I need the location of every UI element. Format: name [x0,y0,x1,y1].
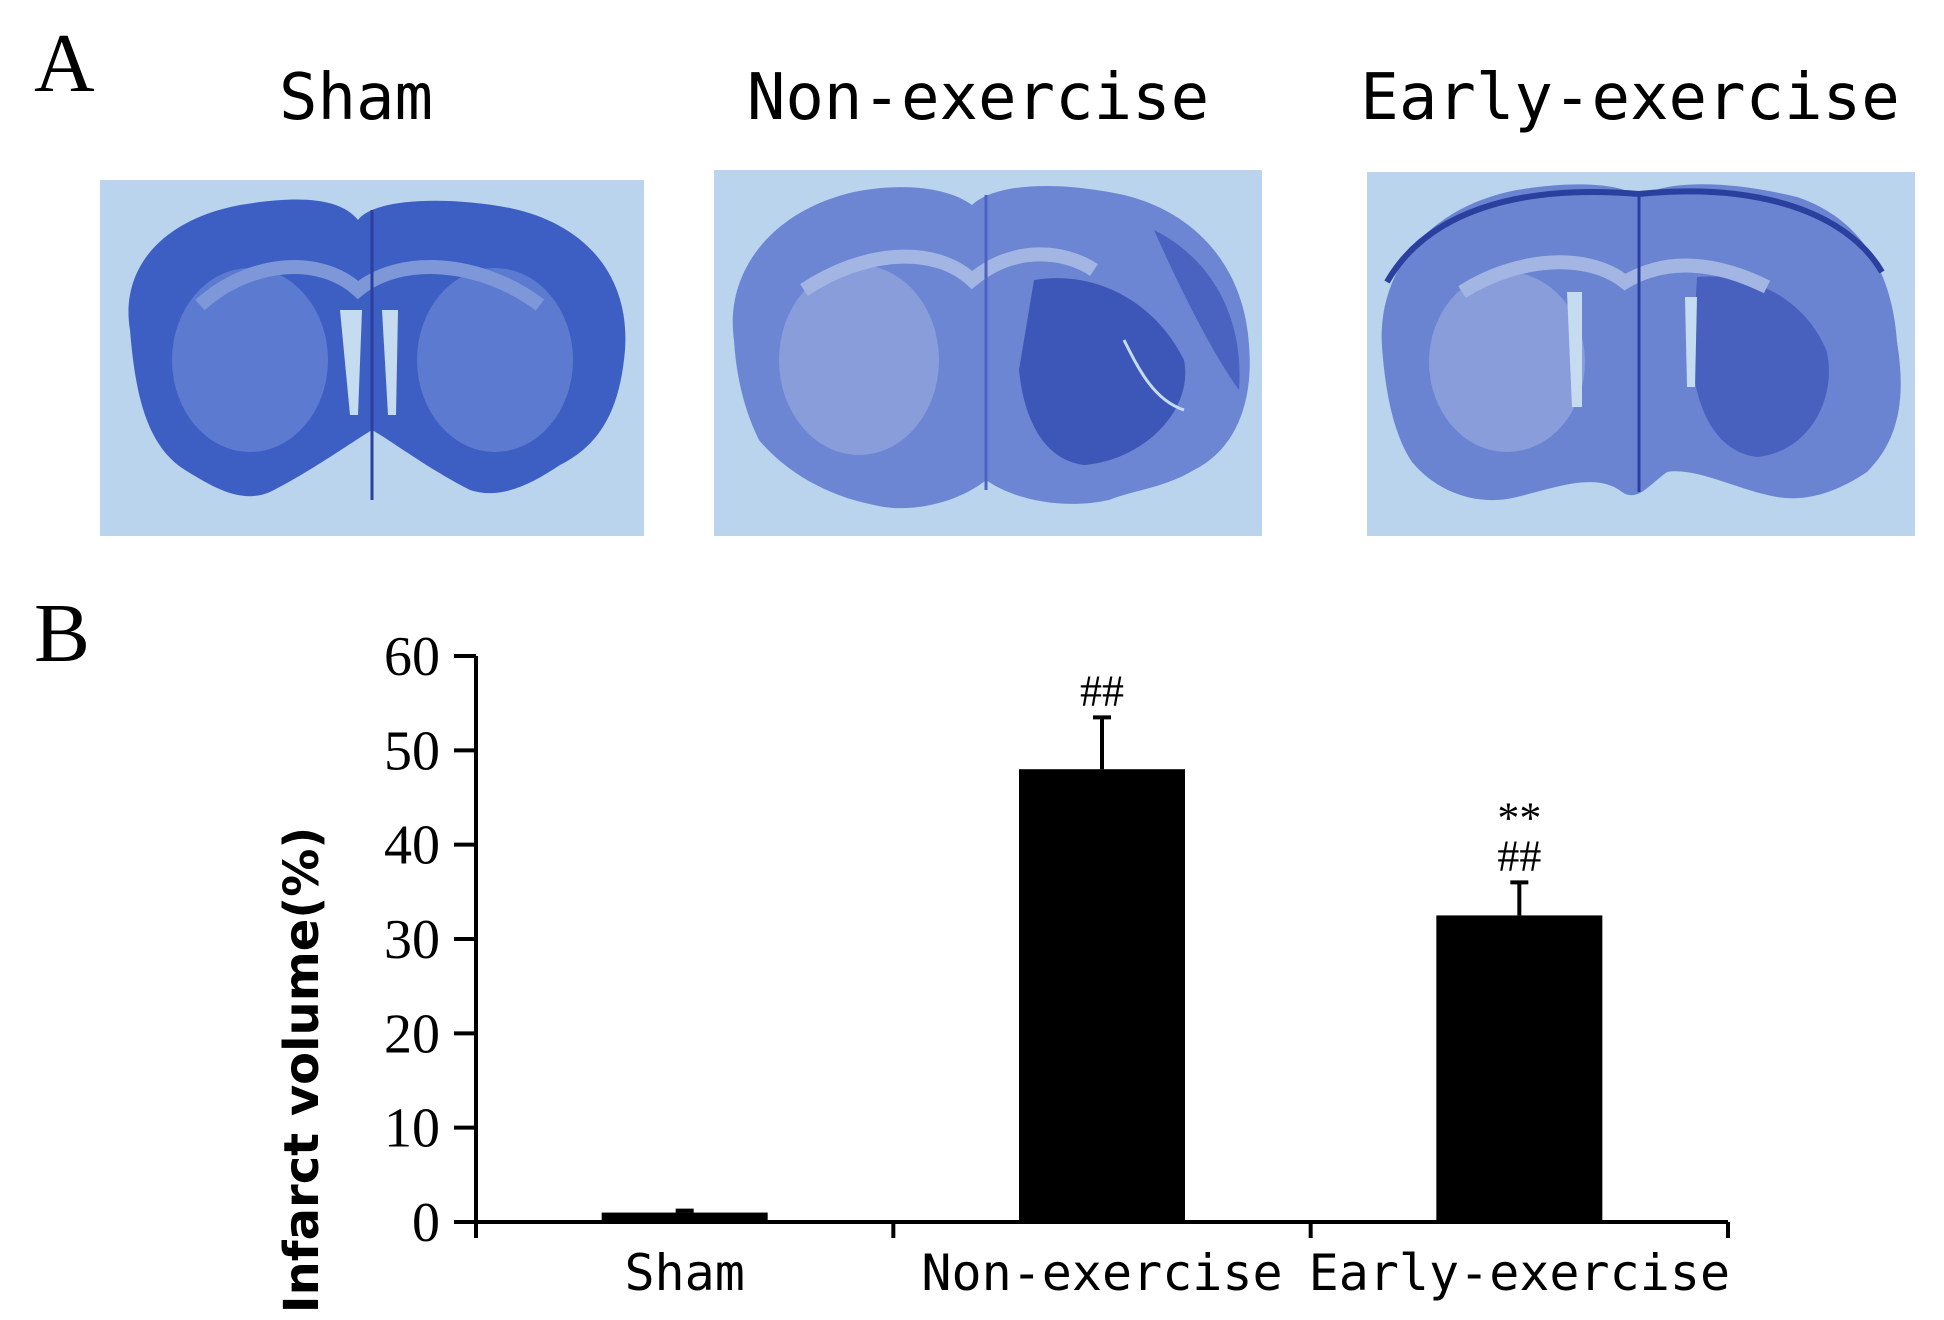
y-tick-label: 20 [384,1003,440,1065]
bar [1436,915,1603,1222]
panel-a-letter: A [34,17,95,110]
y-tick-label: 50 [384,720,440,782]
x-tick-label: Early-exercise [1309,1244,1730,1302]
column-title-non-exercise: Non-exercise [746,61,1210,135]
infarct-volume-chart: Infarct volume(%) 0 10 20 30 40 50 60 Sham Non-… [274,626,1730,1314]
column-title-sham: Sham [278,61,434,135]
y-tick-label: 30 [384,909,440,971]
significance-label: ** [1497,793,1541,842]
y-tick-label: 10 [384,1098,440,1160]
brain-section-sham [100,180,644,536]
bars: ####** [601,666,1603,1222]
x-tick-label: Sham [624,1244,744,1302]
brain-section-non-exercise [714,170,1262,536]
significance-label: ## [1080,666,1124,715]
panel-b-letter: B [34,587,91,680]
column-title-early-exercise: Early-exercise [1360,61,1900,135]
brain-section-early-exercise [1367,172,1915,536]
y-axis-label: Infarct volume(%) [274,827,330,1314]
significance-label: ## [1497,831,1541,880]
x-axis: Sham Non-exercise Early-exercise [474,1220,1730,1302]
bar [1019,769,1185,1222]
y-tick-label: 0 [412,1192,440,1254]
y-tick-label: 40 [384,815,440,877]
y-tick-label: 60 [384,626,440,688]
x-tick-label: Non-exercise [921,1244,1282,1302]
y-axis: 0 10 20 30 40 50 60 [384,626,478,1254]
bar [601,1212,768,1222]
